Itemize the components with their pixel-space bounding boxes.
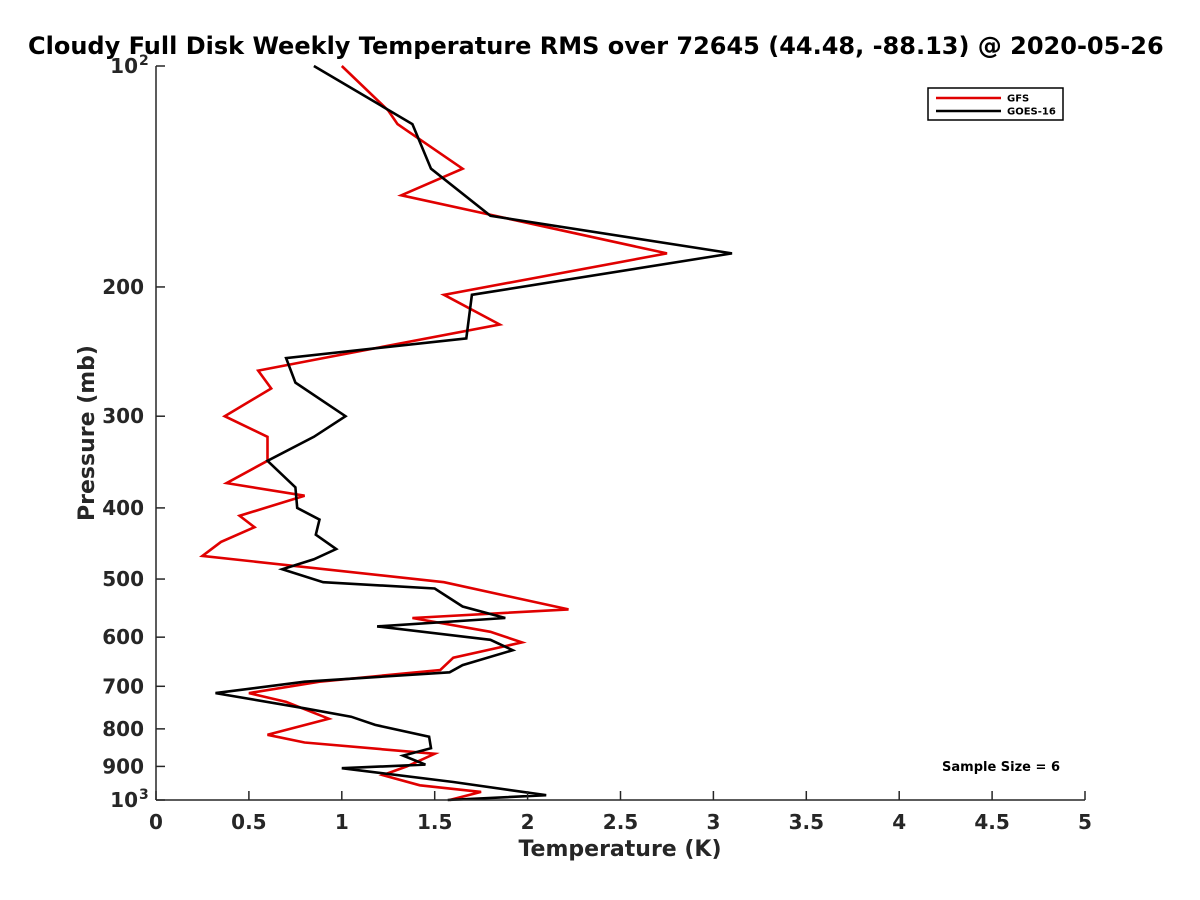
y-tick-label: 600 <box>102 625 144 649</box>
y-tick-label: 200 <box>102 275 144 299</box>
legend-entry-label: GOES-16 <box>1007 107 1056 118</box>
y-tick-label: 300 <box>102 404 144 428</box>
series-layer <box>198 64 733 802</box>
y-tick-label: 900 <box>102 754 144 778</box>
axes: 0 0.5 1 1.5 2 2.5 3 3.5 4 4.5 510 22003004005006007… <box>102 53 1092 834</box>
chart-title: Cloudy Full Disk Weekly Temperature RMS … <box>28 32 1164 60</box>
legend: GFS GOES-16 <box>927 87 1064 121</box>
y-tick-label: 700 <box>102 674 144 698</box>
x-tick-label: 2.5 <box>603 810 638 834</box>
y-tick-label: 400 <box>102 496 144 520</box>
x-tick-label: 0.5 <box>231 810 266 834</box>
legend-entry-label: GFS <box>1007 94 1029 105</box>
y-tick-label: 10 <box>110 54 138 78</box>
y-tick-label: 500 <box>102 567 144 591</box>
y-tick-label: 800 <box>102 717 144 741</box>
x-tick-label: 1.5 <box>417 810 452 834</box>
x-tick-label: 2 <box>521 810 535 834</box>
series-line-gfs <box>198 65 668 802</box>
series-line-goes-16 <box>215 64 733 802</box>
x-tick-label: 1 <box>335 810 349 834</box>
x-tick-label: 3.5 <box>789 810 824 834</box>
x-tick-label: 0 <box>149 810 163 834</box>
sample-size-annotation: Sample Size = 6 <box>942 760 1060 775</box>
y-tick-exponent: 3 <box>139 787 149 803</box>
x-tick-label: 3 <box>706 810 720 834</box>
y-axis-label: Pressure (mb) <box>75 345 100 521</box>
x-axis-label: Temperature (K) <box>518 837 721 862</box>
y-tick-exponent: 2 <box>139 53 149 69</box>
legend-box <box>927 87 1064 121</box>
y-tick-label: 10 <box>110 788 138 812</box>
x-tick-label: 5 <box>1078 810 1092 834</box>
x-tick-label: 4 <box>892 810 906 834</box>
x-tick-label: 4.5 <box>974 810 1009 834</box>
